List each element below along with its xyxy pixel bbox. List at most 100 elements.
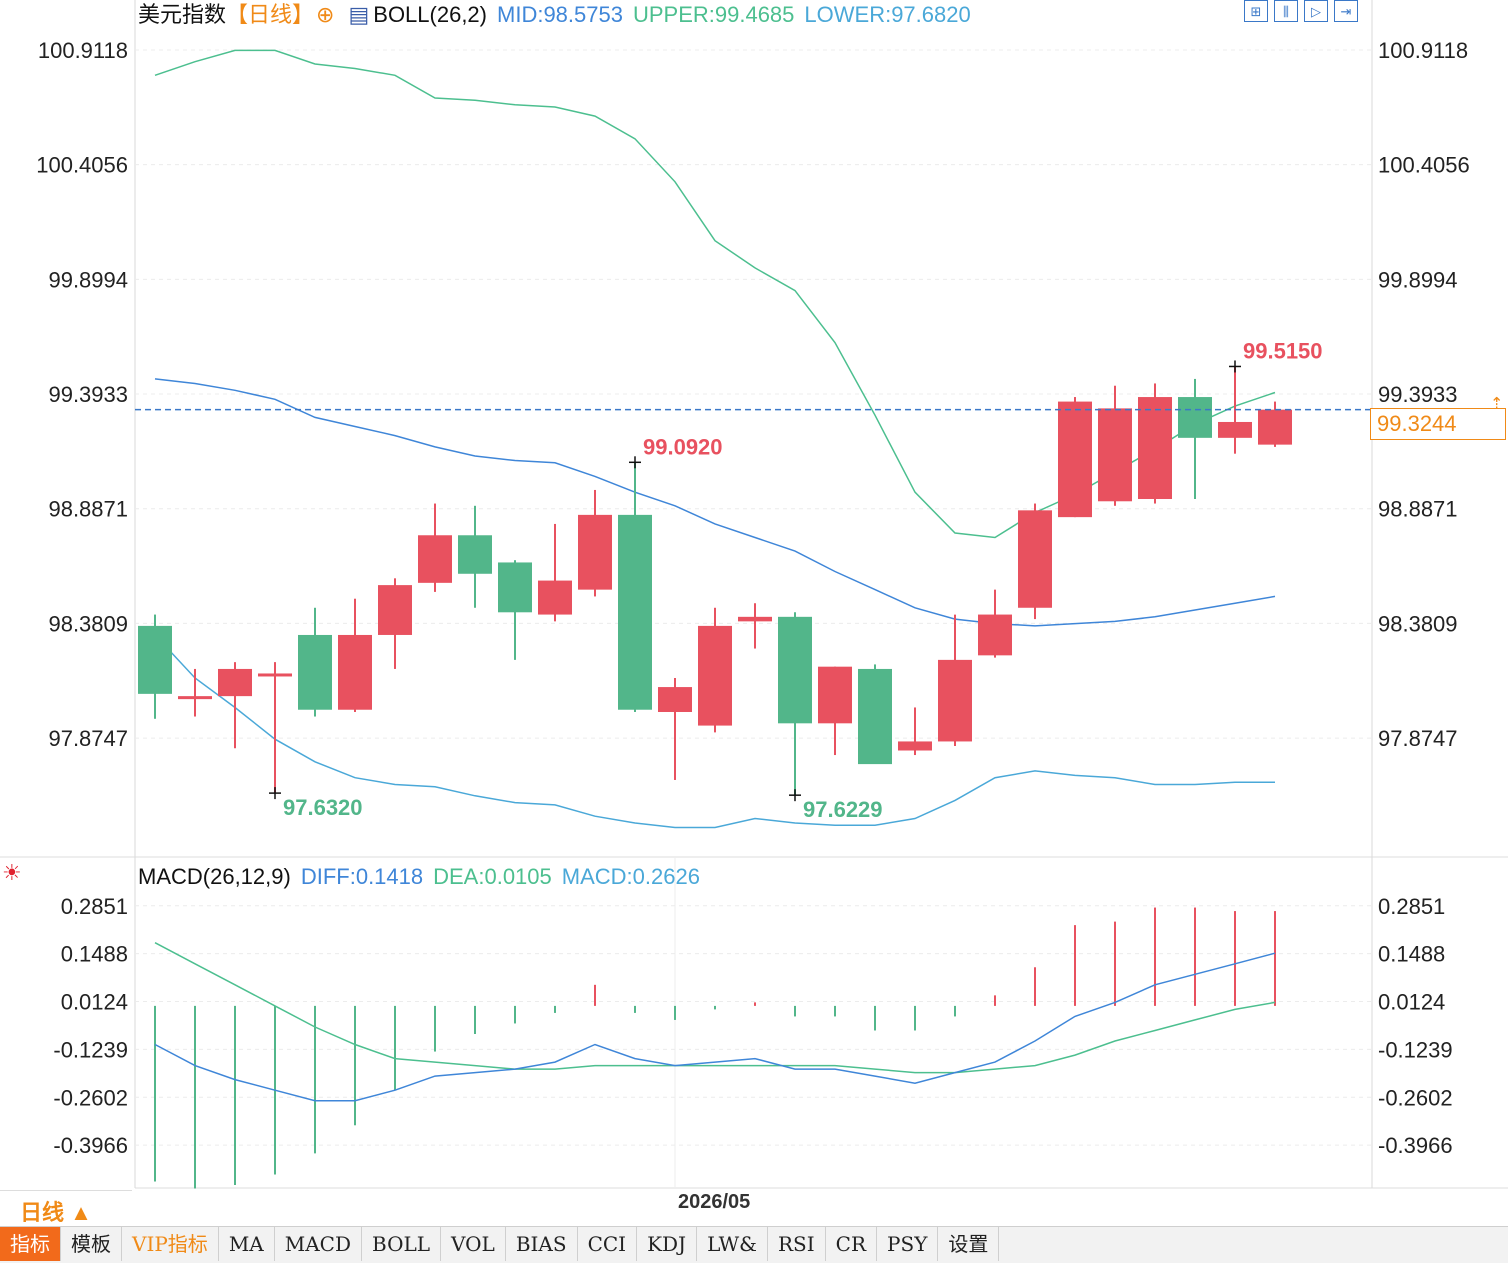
candle-up: [898, 741, 932, 751]
candle-up: [658, 687, 692, 712]
macd-y-tick-right: 0.1488: [1378, 942, 1445, 967]
symbol-name: 美元指数: [138, 2, 227, 27]
macd-y-tick-left: -0.1239: [53, 1037, 128, 1062]
price-marker-label: 99.5150: [1243, 338, 1323, 363]
period-selector[interactable]: 日线 ▲: [0, 1190, 132, 1227]
boll-mid-line: [154, 378, 1276, 627]
price-marker-label: 97.6229: [803, 797, 883, 822]
tab-templates[interactable]: 模板: [61, 1227, 122, 1261]
candle-up: [938, 659, 972, 742]
macd-y-tick-right: 0.2851: [1378, 894, 1445, 919]
boll-mid: MID:98.5753: [497, 2, 623, 27]
chart-toolbar: ⊞ ⫼ ▷ ⇥: [1244, 0, 1358, 22]
main-y-tick-right: 98.3809: [1378, 611, 1458, 636]
macd-y-tick-right: 0.0124: [1378, 990, 1445, 1015]
main-y-tick-left: 99.3933: [48, 382, 128, 407]
main-chart-header: 美元指数【日线】⊕ ▤ BOLL(26,2) MID:98.5753 UPPER:99.…: [138, 1, 981, 29]
candle-up: [1098, 408, 1132, 502]
macd-y-tick-left: -0.2602: [53, 1085, 128, 1110]
period-tag[interactable]: 【日线】: [226, 2, 315, 27]
candle-up: [698, 625, 732, 726]
tab-ma[interactable]: MA: [219, 1227, 275, 1261]
candle-up: [1058, 401, 1092, 518]
compare-icon[interactable]: ⫼: [1274, 0, 1298, 22]
macd-y-tick-right: -0.1239: [1378, 1037, 1453, 1062]
tab-boll[interactable]: BOLL: [362, 1227, 442, 1261]
candle-up: [1138, 397, 1172, 500]
macd-y-tick-left: 0.1488: [61, 942, 128, 967]
period-selector-label: 日线 ▲: [20, 1200, 92, 1225]
price-arrow-icon: ⇡: [1490, 394, 1503, 413]
candle-down: [138, 625, 172, 694]
candle-down: [498, 562, 532, 613]
candle-up: [578, 514, 612, 590]
candle-down: [458, 535, 492, 574]
tab-settings[interactable]: 设置: [938, 1227, 1000, 1261]
play-icon[interactable]: ▷: [1304, 0, 1328, 22]
macd-y-tick-left: 0.0124: [61, 990, 128, 1015]
main-y-tick-right: 100.9118: [1378, 38, 1468, 63]
macd-diff: DIFF:0.1418: [300, 864, 424, 889]
candle-up: [538, 580, 572, 615]
macd-y-tick-left: -0.3966: [53, 1133, 128, 1158]
macd-value: MACD:0.2626: [561, 864, 700, 889]
candle-up: [178, 696, 212, 700]
indicator-tab-bar: 指标 模板 VIP指标 MA MACD BOLL VOL BIAS CCI KD…: [0, 1226, 1508, 1263]
candle-up: [258, 673, 292, 677]
candle-up: [338, 634, 372, 710]
tab-indicators[interactable]: 指标: [0, 1227, 61, 1261]
indicator-icon[interactable]: ▤: [348, 2, 370, 27]
candle-down: [618, 514, 652, 710]
candle-up: [978, 614, 1012, 656]
candle-down: [778, 616, 812, 724]
main-y-tick-left: 100.9118: [38, 38, 128, 63]
macd-y-tick-left: 0.2851: [61, 894, 128, 919]
candle-up: [1218, 421, 1252, 438]
tab-macd[interactable]: MACD: [275, 1227, 362, 1261]
candle-up: [418, 535, 452, 583]
main-y-tick-right: 97.8747: [1378, 726, 1458, 751]
tab-vol[interactable]: VOL: [441, 1227, 506, 1261]
candle-up: [818, 666, 852, 724]
boll-upper: UPPER:99.4685: [632, 2, 795, 27]
boll-lower-line: [154, 634, 1275, 829]
price-marker-label: 99.0920: [643, 434, 723, 459]
current-price-tag: 99.3244: [1370, 408, 1506, 440]
boll-label[interactable]: BOLL(26,2): [373, 2, 487, 27]
boll-lower: LOWER:97.6820: [804, 2, 971, 27]
main-y-tick-right: 98.8871: [1378, 497, 1458, 522]
macd-label[interactable]: MACD(26,12,9): [138, 864, 291, 889]
tab-bias[interactable]: BIAS: [506, 1227, 578, 1261]
tab-rsi[interactable]: RSI: [768, 1227, 826, 1261]
candle-up: [1018, 510, 1052, 608]
tab-cr[interactable]: CR: [826, 1227, 878, 1261]
main-y-tick-right: 100.4056: [1378, 153, 1470, 178]
candle-down: [858, 668, 892, 765]
macd-y-tick-right: -0.2602: [1378, 1085, 1453, 1110]
price-marker-label: 97.6320: [283, 795, 363, 820]
candle-up: [218, 668, 252, 697]
forward-icon[interactable]: ⇥: [1334, 0, 1358, 22]
macd-header: MACD(26,12,9) DIFF:0.1418 DEA:0.0105 MACD:0…: [138, 863, 710, 891]
main-y-tick-right: 99.8994: [1378, 267, 1458, 292]
date-axis-label: 2026/05: [678, 1191, 751, 1213]
tab-lw[interactable]: LW&: [697, 1227, 768, 1261]
candle-up: [738, 616, 772, 622]
candle-down: [298, 634, 332, 710]
candle-up: [1258, 409, 1292, 445]
tab-cci[interactable]: CCI: [578, 1227, 638, 1261]
main-y-tick-right: 99.3933: [1378, 382, 1458, 407]
candle-down: [1178, 397, 1212, 438]
macd-dea-line: [154, 942, 1276, 1074]
main-y-tick-left: 100.4056: [36, 153, 128, 178]
main-y-tick-left: 99.8994: [48, 267, 128, 292]
layout-icon[interactable]: ⊞: [1244, 0, 1268, 22]
tab-psy[interactable]: PSY: [877, 1227, 939, 1261]
tab-kdj[interactable]: KDJ: [637, 1227, 698, 1261]
main-y-tick-left: 98.8871: [48, 497, 128, 522]
add-indicator-icon[interactable]: ⊕: [316, 2, 335, 27]
macd-y-tick-right: -0.3966: [1378, 1133, 1453, 1158]
main-y-tick-left: 97.8747: [48, 726, 128, 751]
tab-vip-indicators[interactable]: VIP指标: [122, 1227, 219, 1261]
